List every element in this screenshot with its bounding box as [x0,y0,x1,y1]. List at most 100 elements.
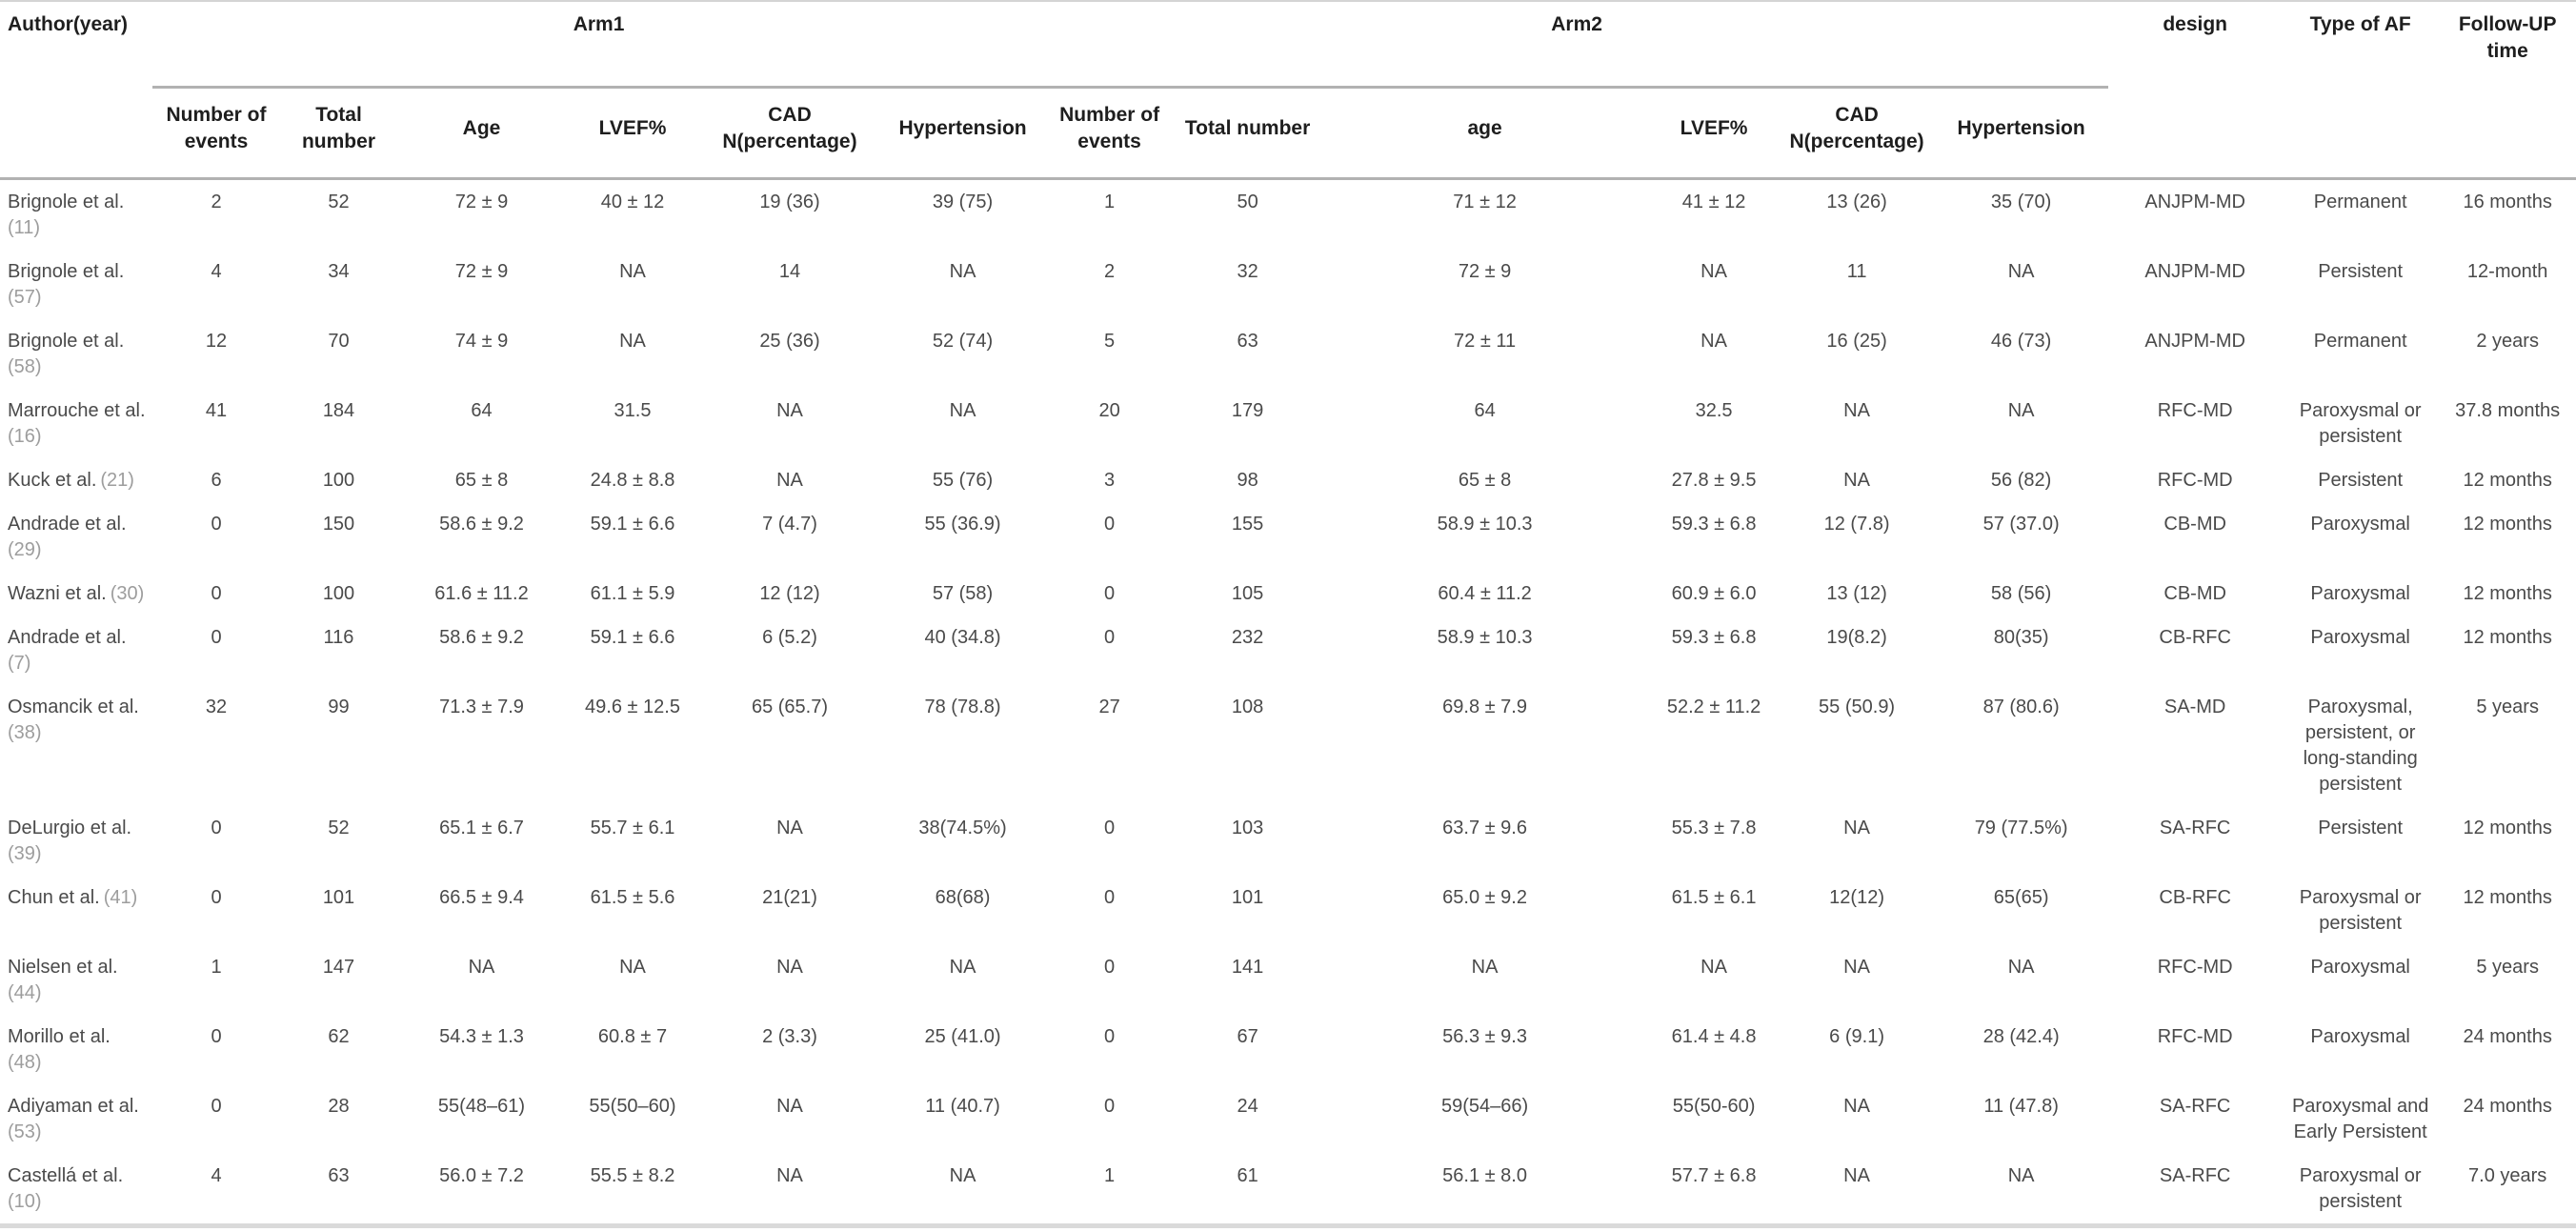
arm2-age-cell: 72 ± 11 [1454,330,1517,352]
arm2-hypertension-cell: NA [2007,399,2035,421]
design-cell: CB-MD [2163,582,2226,604]
author-cell: Andrade et al. (29) [0,502,152,572]
arm1-age-cell: 55(48–61) [437,1095,526,1117]
type-of-af-cell: Paroxysmal [2310,626,2410,648]
arm2-age-cell: 56.3 ± 9.3 [1442,1025,1527,1047]
design-cell: RFC-MD [2157,956,2233,978]
reference-number: (38) [8,721,42,743]
subheader-arm1-lvef: LVEF% [566,87,699,180]
arm1-age-cell: 64 [471,399,493,421]
author-cell: Nielsen et al. (44) [0,945,152,1015]
arm2-number-of-events-cell: 0 [1104,1025,1116,1047]
arm1-lvef-cell: 60.8 ± 7 [597,1025,668,1047]
arm1-lvef-cell: 55.5 ± 8.2 [566,1153,699,1228]
arm1-cad-cell: 19 (36) [759,191,820,212]
arm1-total-number-cell: 63 [280,1153,397,1228]
arm1-age-cell: 72 ± 9 [454,260,509,282]
study-row: Brignole et al. (11) 2 52 72 ± 9 40 ± 12 … [0,178,2576,250]
type-of-af-cell: Persistent [2318,817,2404,838]
author-name: Castellá et al. [8,1164,124,1186]
arm2-cad-cell: 11 [1846,260,1867,282]
arm2-hypertension-cell: 58 (56) [1990,582,2052,604]
follow-up-time-cell: 5 years [2476,956,2539,978]
subheader-arm1-cad: CAD N(percentage) [699,87,880,180]
arm2-lvef-cell: 61.4 ± 4.8 [1671,1025,1757,1047]
reference-number: (39) [8,842,42,864]
arm2-cad-cell: NA [1843,1095,1870,1117]
design-cell: ANJPM-MD [2144,330,2245,352]
arm1-lvef-cell: 61.1 ± 5.9 [590,582,675,604]
subheader-arm2-hypertension: Hypertension [1934,87,2109,180]
follow-up-time-cell: 16 months [2463,191,2552,212]
follow-up-time-cell: 37.8 months [2455,399,2561,421]
column-header-type-of-af: Type of AF [2309,13,2411,35]
subheader-spacer [2108,87,2283,180]
design-cell: SA-RFC [2108,1153,2283,1228]
table-header: Author(year) Arm1 Arm2 design Type of AF… [0,1,2576,180]
arm2-lvef-cell: NA [1701,330,1727,352]
arm1-total-number-cell: 52 [328,817,350,838]
arm1-lvef-cell: 31.5 [614,399,652,421]
arm1-number-of-events-cell: 4 [211,260,222,282]
arm2-total-number-cell: 101 [1231,886,1264,908]
arm1-hypertension-cell: NA [880,1153,1046,1228]
arm2-total-number-cell: 108 [1231,696,1264,717]
design-cell: CB-MD [2163,513,2226,535]
arm2-age-cell: 59(54–66) [1440,1095,1529,1117]
arm2-age-cell: 60.4 ± 11.2 [1438,582,1532,604]
arm1-hypertension-cell: 38(74.5%) [918,817,1007,838]
design-cell: RFC-MD [2157,399,2233,421]
arm1-total-number-cell: 184 [322,399,355,421]
arm2-total-number-cell: 24 [1237,1095,1258,1117]
arm1-number-of-events-cell: 41 [205,399,228,421]
arm1-cad-cell: NA [776,469,803,491]
arm1-lvef-cell: 55.7 ± 6.1 [590,817,675,838]
type-of-af-cell: Paroxysmal [2310,582,2410,604]
arm2-hypertension-cell: 57 (37.0) [1982,513,2060,535]
study-row: Andrade et al. (29) 0 150 58.6 ± 9.2 59.1… [0,502,2576,572]
arm2-cad-cell: 12(12) [1829,886,1884,908]
arm2-lvef-cell: 57.7 ± 6.8 [1648,1153,1781,1228]
arm2-hypertension-cell: 11 (47.8) [1983,1095,2059,1117]
arm1-age-cell: 56.0 ± 7.2 [397,1153,566,1228]
study-row: Wazni et al. (30) 0 100 61.6 ± 11.2 61.1 … [0,572,2576,616]
follow-up-time-cell: 24 months [2463,1095,2552,1117]
arm1-cad-cell: 7 (4.7) [762,513,817,535]
arm2-number-of-events-cell: 0 [1104,582,1116,604]
follow-up-time-cell: 12 months [2463,817,2552,838]
author-cell: Morillo et al. (48) [0,1015,152,1084]
arm1-total-number-cell: 116 [323,626,354,648]
type-of-af-cell: Paroxysmal [2310,956,2410,978]
subheader-row: Number of events Total number Age LVEF% … [0,87,2576,180]
subheader-spacer [0,87,152,180]
arm2-age-cell: 64 [1474,399,1496,421]
arm1-hypertension-cell: NA [949,260,976,282]
subheader-arm1-number-of-events: Number of events [152,87,280,180]
arm1-hypertension-cell: 11 (40.7) [925,1095,1000,1117]
author-cell: Wazni et al. (30) [0,572,152,616]
study-row: Kuck et al. (21) 6 100 65 ± 8 24.8 ± 8.8 … [0,458,2576,502]
reference-number: (29) [8,538,42,560]
arm1-total-number-cell: 70 [328,330,350,352]
arm1-total-number-cell: 100 [322,582,355,604]
arm2-number-of-events-cell: 1 [1104,191,1116,212]
arm1-number-of-events-cell: 1 [211,956,222,978]
design-cell: SA-RFC [2159,1095,2231,1117]
arm1-lvef-cell: 55(50–60) [589,1095,676,1117]
arm2-number-of-events-cell: 0 [1104,886,1116,908]
author-cell: Osmancik et al. (38) [0,685,152,806]
arm2-total-number-cell: 105 [1231,582,1264,604]
arm2-cad-cell: NA [1843,469,1870,491]
arm1-number-of-events-cell: 2 [211,191,222,212]
arm2-total-number-cell: 32 [1237,260,1258,282]
arm2-lvef-cell: NA [1701,956,1727,978]
arm1-hypertension-cell: 55 (76) [932,469,994,491]
arm1-cad-cell: 25 (36) [759,330,820,352]
arm2-total-number-cell: 61 [1174,1153,1322,1228]
type-of-af-cell: Permanent [2313,330,2407,352]
arm2-number-of-events-cell: 0 [1104,956,1116,978]
arm1-hypertension-cell: 78 (78.8) [924,696,1001,717]
study-row: Andrade et al. (7) 0 116 58.6 ± 9.2 59.1 … [0,616,2576,685]
reference-number: (48) [8,1051,42,1073]
